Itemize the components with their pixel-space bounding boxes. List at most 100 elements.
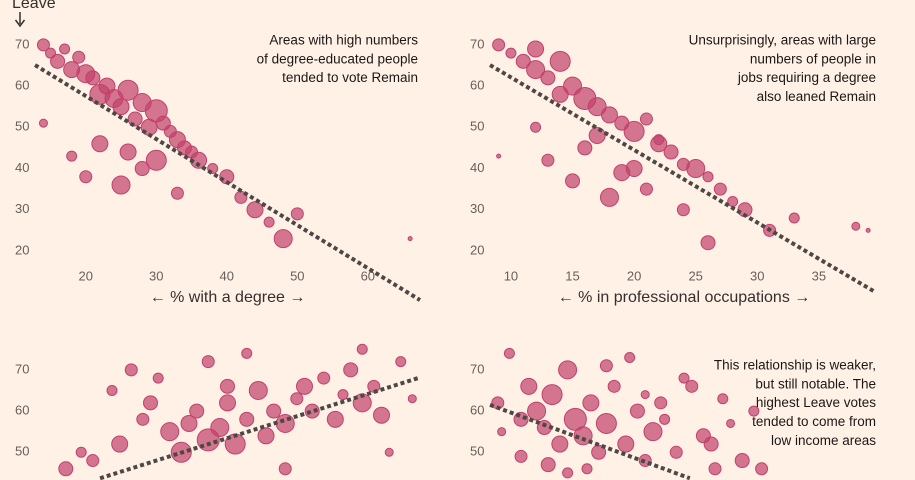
point	[676, 203, 690, 217]
x-tick-label: 50	[290, 268, 304, 283]
point	[541, 153, 555, 167]
point	[600, 106, 618, 124]
y-tick-label: 50	[15, 444, 29, 459]
point	[581, 463, 593, 475]
point	[520, 377, 538, 395]
point	[241, 347, 253, 359]
point	[540, 70, 556, 86]
point	[678, 372, 690, 384]
point	[515, 53, 531, 69]
point	[492, 38, 506, 52]
point	[275, 413, 295, 433]
point	[106, 384, 118, 396]
point	[639, 182, 653, 196]
annotation: tended to come from	[752, 414, 876, 429]
point	[613, 164, 631, 182]
point	[239, 411, 255, 427]
point	[248, 380, 268, 400]
point	[111, 175, 131, 195]
point	[617, 435, 635, 453]
point	[562, 467, 574, 479]
y-tick-label: 60	[15, 78, 29, 93]
y-tick-label: 60	[470, 78, 484, 93]
point	[136, 412, 150, 426]
point	[527, 40, 545, 58]
point	[38, 118, 48, 128]
point	[503, 347, 515, 359]
point	[530, 121, 542, 133]
y-tick-label: 60	[15, 403, 29, 418]
point	[702, 171, 714, 183]
point	[66, 150, 78, 162]
y-tick-label: 50	[15, 119, 29, 134]
point	[607, 379, 621, 393]
point	[79, 170, 93, 184]
point	[703, 436, 719, 452]
point	[577, 140, 593, 156]
point	[700, 235, 716, 251]
y-tick-label: 50	[470, 444, 484, 459]
point	[59, 43, 71, 55]
annotation: This relationship is weaker,	[714, 358, 876, 373]
x-tick-label: 30	[750, 268, 764, 283]
x-tick-label: 20	[79, 268, 93, 283]
y-tick-label: 50	[470, 119, 484, 134]
point	[686, 159, 706, 179]
point	[659, 413, 671, 425]
y-tick-label: 70	[470, 36, 484, 51]
point	[266, 403, 282, 419]
trend-line	[489, 403, 691, 480]
x-tick-label: 25	[688, 268, 702, 283]
point	[246, 201, 264, 219]
point	[563, 407, 587, 431]
point	[127, 111, 143, 127]
annotation: also leaned Remain	[757, 89, 876, 104]
point	[72, 50, 86, 64]
point	[278, 462, 292, 476]
x-axis-label: ← % in professional occupations →	[558, 289, 811, 306]
y-tick-label: 40	[15, 160, 29, 175]
y-arrow-head	[14, 19, 26, 28]
point	[565, 173, 581, 189]
point	[549, 50, 571, 72]
point	[640, 390, 650, 400]
point	[337, 389, 349, 401]
annotation: highest Leave votes	[756, 395, 876, 410]
point	[384, 447, 394, 457]
point	[273, 229, 293, 249]
point	[734, 453, 750, 469]
point	[143, 395, 158, 411]
point	[119, 143, 137, 161]
annotation: Unsurprisingly, areas with large	[689, 33, 876, 48]
point	[160, 422, 180, 442]
point	[257, 427, 275, 445]
point	[407, 394, 417, 404]
y-tick-label: 30	[15, 201, 29, 216]
y-tick-label: 70	[15, 361, 29, 376]
annotation: but still notable. The	[755, 376, 876, 391]
point	[58, 461, 74, 477]
point	[599, 187, 619, 207]
point	[713, 182, 727, 196]
point	[558, 360, 578, 380]
point	[201, 355, 215, 369]
y-tick-label: 20	[15, 242, 29, 257]
x-tick-label: 35	[812, 268, 826, 283]
annotation: jobs requiring a degree	[737, 70, 876, 85]
point	[263, 216, 275, 228]
point	[643, 422, 663, 442]
x-tick-label: 30	[149, 268, 163, 283]
point	[788, 212, 800, 224]
point	[290, 392, 304, 406]
y-tick-label: 20	[470, 242, 484, 257]
point	[595, 412, 617, 434]
point	[505, 47, 517, 59]
annotation: of degree-educated people	[257, 51, 418, 66]
x-tick-label: 10	[504, 268, 518, 283]
point	[599, 359, 613, 373]
annotation: tended to vote Remain	[282, 70, 418, 85]
point	[290, 207, 304, 221]
point	[865, 227, 871, 233]
point	[75, 446, 87, 458]
point	[91, 135, 109, 153]
